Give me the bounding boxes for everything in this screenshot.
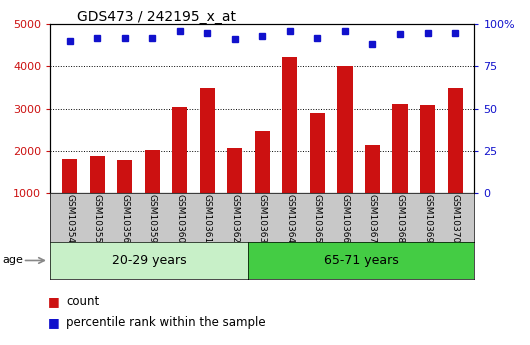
Bar (447, 88, 463, 235)
Bar (365, 145, 380, 235)
Text: 65-71 years: 65-71 years (324, 254, 399, 267)
Bar (392, 105, 408, 235)
Bar (227, 148, 242, 235)
Text: percentile rank within the sample: percentile rank within the sample (66, 316, 266, 329)
Text: age: age (3, 256, 23, 265)
Text: ■: ■ (48, 295, 59, 308)
Text: GSM10355: GSM10355 (93, 194, 102, 244)
Bar (200, 88, 215, 235)
Text: GSM10370: GSM10370 (450, 194, 460, 244)
Text: GSM10363: GSM10363 (258, 194, 267, 244)
Bar (145, 150, 160, 235)
Bar (420, 105, 435, 235)
Text: GSM10364: GSM10364 (285, 194, 294, 243)
Text: GDS473 / 242195_x_at: GDS473 / 242195_x_at (77, 10, 236, 24)
Text: GSM10360: GSM10360 (175, 194, 184, 244)
Text: GSM10368: GSM10368 (395, 194, 404, 244)
Text: GSM10365: GSM10365 (313, 194, 322, 244)
Bar (338, 66, 352, 235)
Bar (117, 160, 132, 235)
Text: GSM10366: GSM10366 (340, 194, 349, 244)
Text: GSM10369: GSM10369 (423, 194, 432, 244)
Bar (172, 107, 187, 235)
Text: count: count (66, 295, 100, 308)
Bar (282, 57, 297, 235)
Text: 20-29 years: 20-29 years (112, 254, 187, 267)
Bar (90, 156, 105, 235)
Text: GSM10361: GSM10361 (203, 194, 212, 244)
Text: ■: ■ (48, 316, 59, 329)
Text: GSM10359: GSM10359 (148, 194, 157, 244)
Text: GSM10354: GSM10354 (65, 194, 74, 243)
Text: GSM10362: GSM10362 (231, 194, 240, 243)
Bar (255, 131, 270, 235)
Text: GSM10367: GSM10367 (368, 194, 377, 244)
Bar (62, 159, 77, 235)
Text: GSM10356: GSM10356 (120, 194, 129, 244)
Bar (310, 113, 325, 235)
